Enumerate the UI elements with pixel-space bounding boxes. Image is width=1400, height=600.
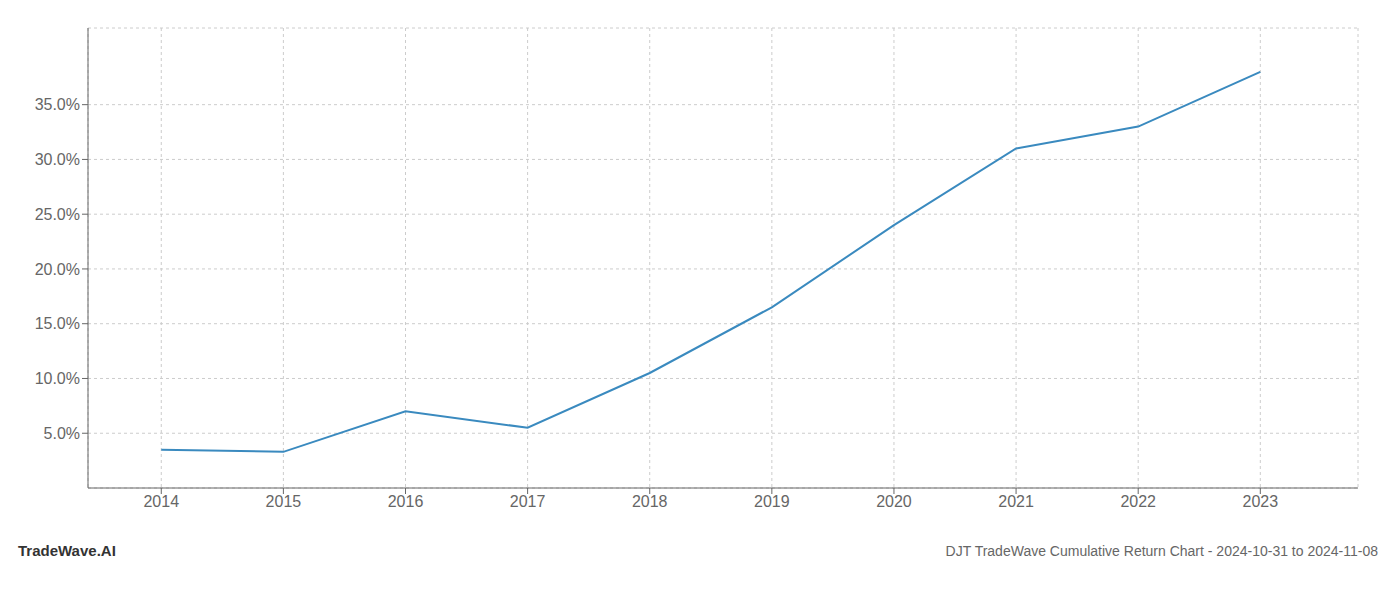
svg-text:30.0%: 30.0% (35, 151, 80, 168)
svg-text:25.0%: 25.0% (35, 206, 80, 223)
svg-text:2014: 2014 (143, 493, 179, 510)
svg-text:2016: 2016 (388, 493, 424, 510)
svg-text:2022: 2022 (1120, 493, 1156, 510)
svg-text:10.0%: 10.0% (35, 370, 80, 387)
svg-text:2019: 2019 (754, 493, 790, 510)
svg-text:2018: 2018 (632, 493, 668, 510)
svg-text:2021: 2021 (998, 493, 1034, 510)
svg-text:5.0%: 5.0% (44, 425, 80, 442)
svg-text:2017: 2017 (510, 493, 546, 510)
svg-text:2023: 2023 (1243, 493, 1279, 510)
svg-text:15.0%: 15.0% (35, 315, 80, 332)
html-text:TradeWave.AI: TradeWave.AI (18, 542, 116, 559)
svg-text:20.0%: 20.0% (35, 261, 80, 278)
svg-text:35.0%: 35.0% (35, 96, 80, 113)
html-text:DJT TradeWave Cumulative Retur: DJT TradeWave Cumulative Return Chart - … (945, 543, 1378, 559)
svg-text:2015: 2015 (266, 493, 302, 510)
svg-text:2020: 2020 (876, 493, 912, 510)
